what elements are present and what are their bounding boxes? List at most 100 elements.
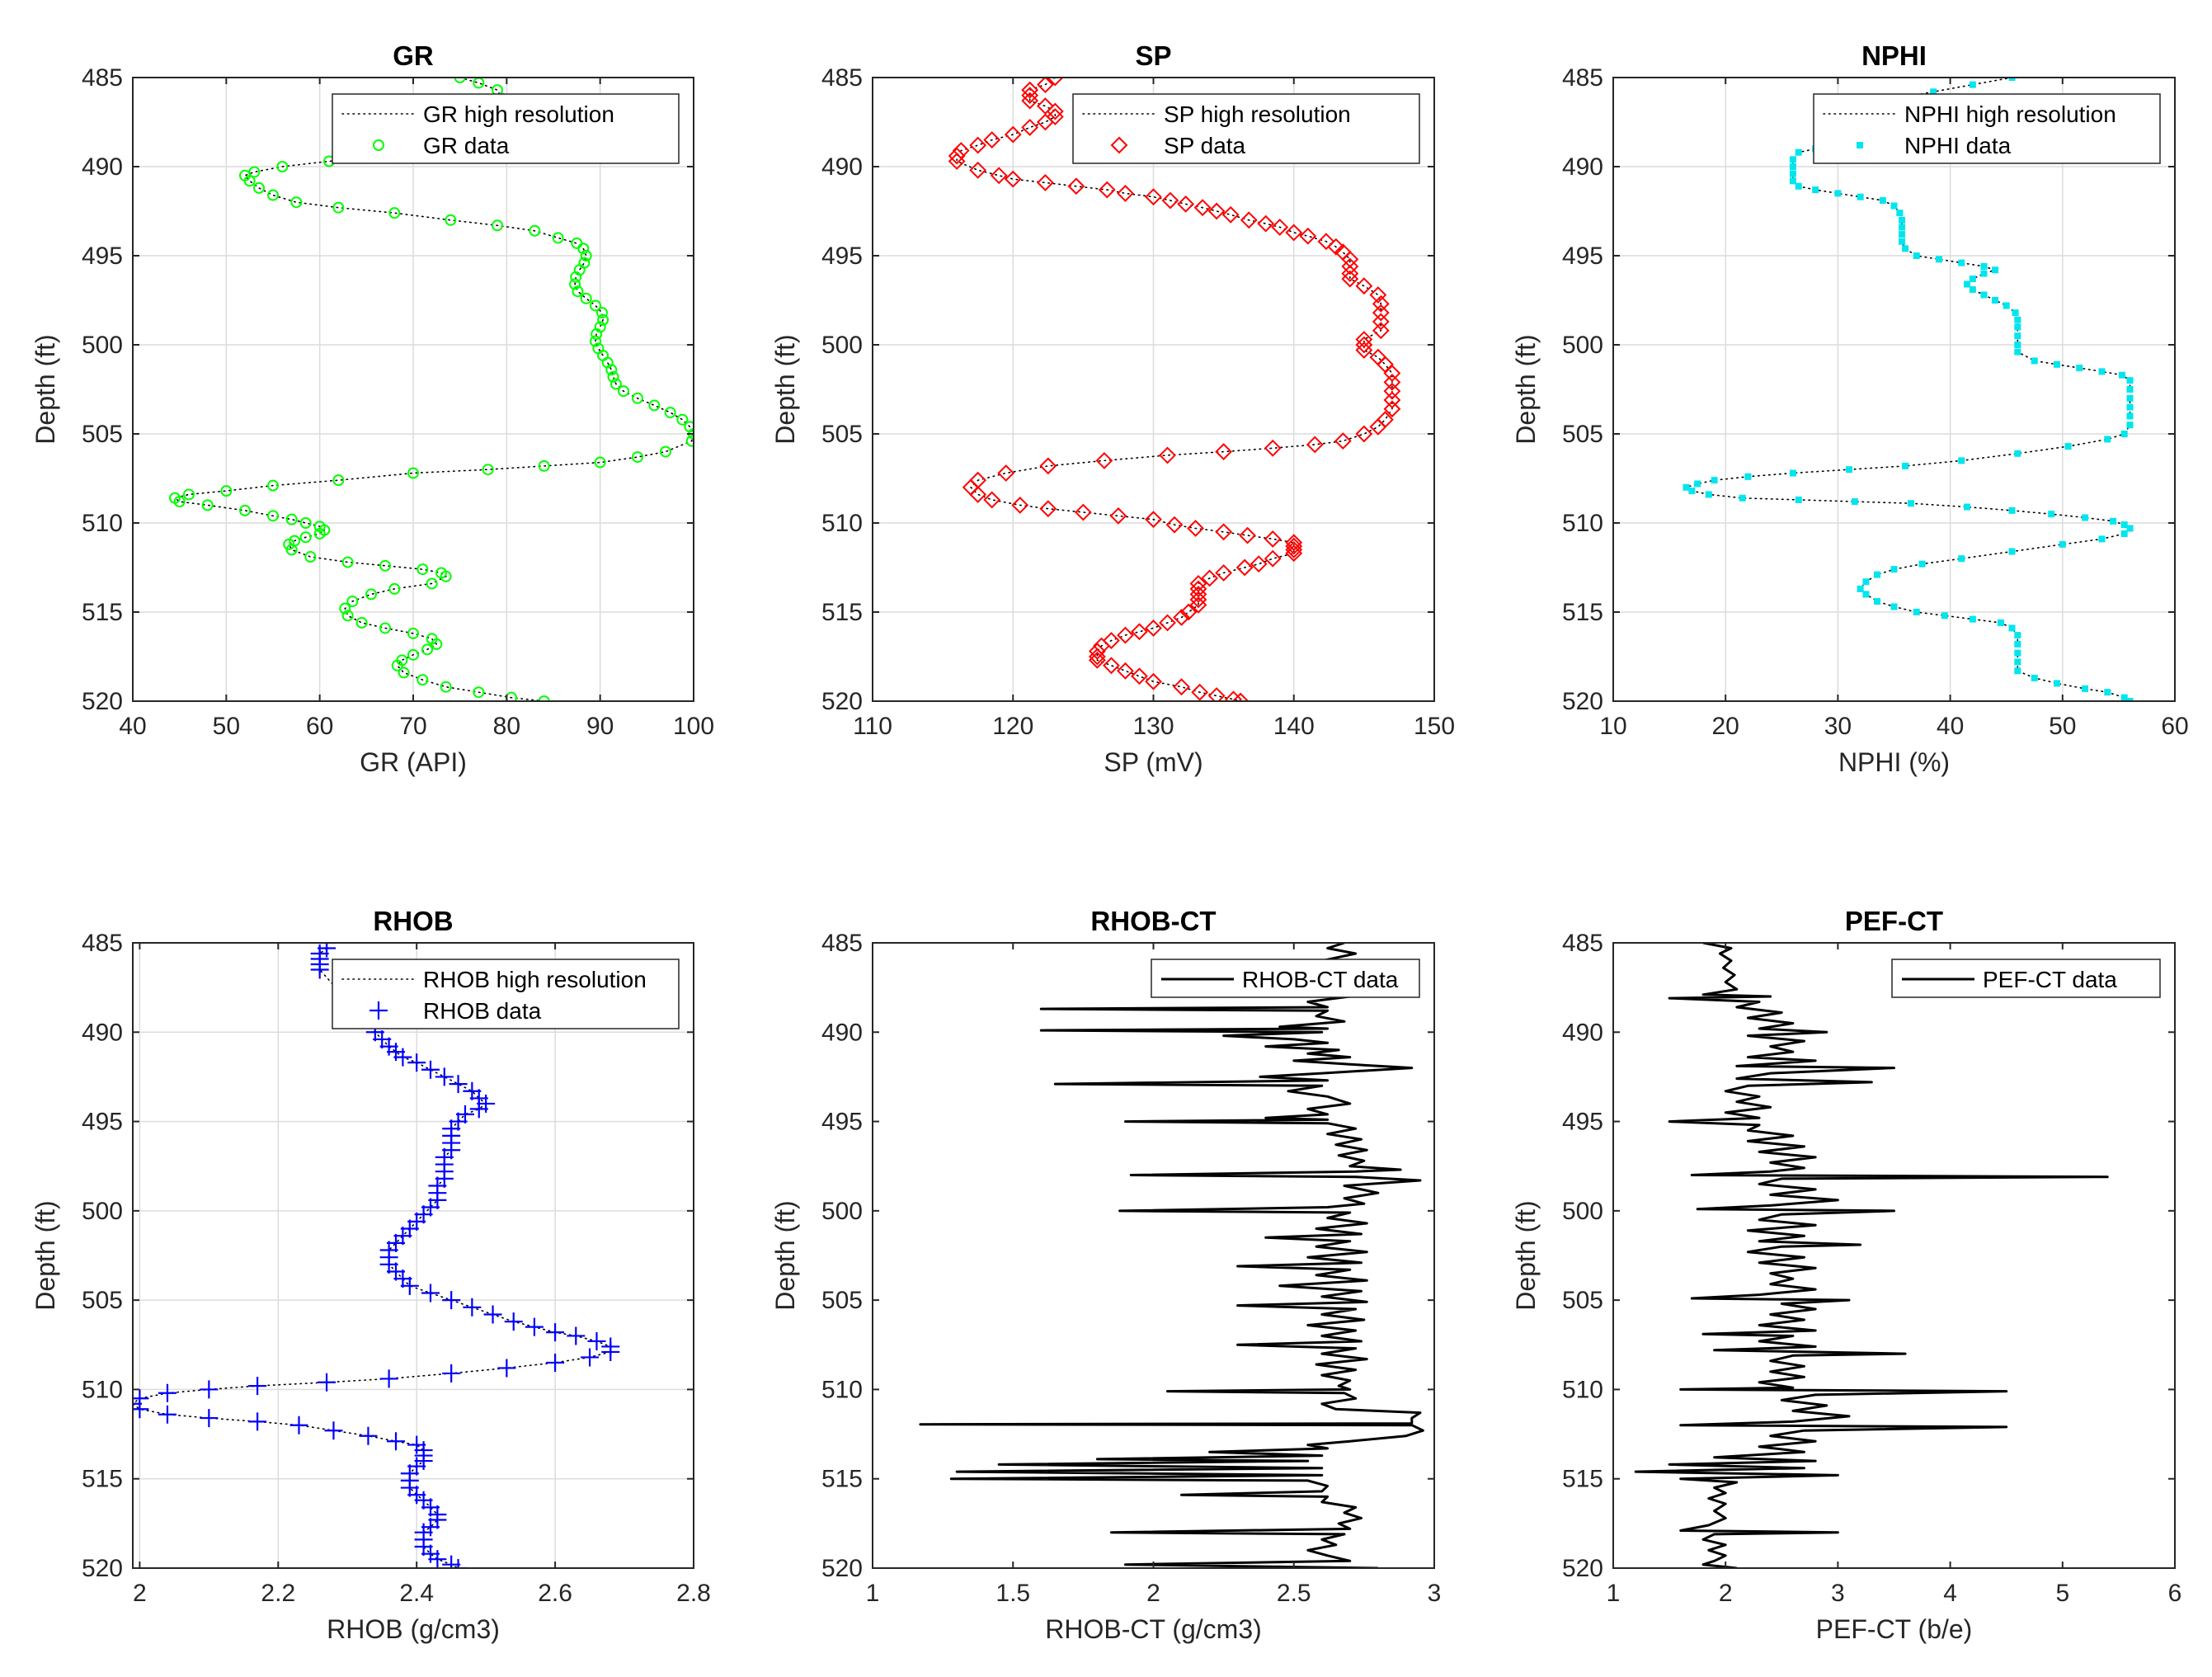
axes-frame — [1612, 77, 2176, 702]
data-point-85 — [1857, 585, 1864, 592]
y-tick-label-5: 510 — [82, 1376, 123, 1403]
data-point-58 — [442, 1364, 461, 1383]
legend: PEF-CT data — [1891, 959, 2161, 998]
legend-label-1: GR data — [423, 133, 510, 158]
legend-box — [1813, 93, 2161, 164]
data-point-63 — [201, 499, 214, 511]
data-point-86 — [341, 610, 354, 622]
data-point-81 — [1918, 560, 1926, 568]
data-point-81 — [1264, 530, 1282, 548]
y-tick-label-6: 515 — [82, 599, 123, 626]
y-tick-label-2: 495 — [1562, 243, 1603, 270]
data-point-8 — [1036, 113, 1054, 131]
data-point-67 — [158, 1405, 176, 1424]
y-tick-label-6: 515 — [1562, 599, 1603, 626]
data-point-7 — [1789, 163, 1796, 170]
data-point-1 — [1969, 81, 1976, 88]
data-point-43 — [2098, 368, 2106, 375]
data-point-84 — [1862, 578, 1870, 586]
y-tick-label-6: 515 — [821, 1466, 863, 1493]
data-point-76 — [341, 556, 354, 568]
data-point-99 — [2031, 674, 2038, 681]
legend-label-1: SP data — [1164, 133, 1246, 158]
y-axis-label: Depth (ft) — [31, 1200, 60, 1310]
x-axis-label: RHOB-CT (g/cm3) — [1045, 1614, 1262, 1644]
data-point-88 — [379, 622, 391, 634]
data-point-47 — [2126, 394, 2134, 402]
data-point-74 — [1074, 503, 1092, 521]
legend: RHOB high resolution RHOB data — [332, 959, 680, 1029]
data-point-112 — [1191, 683, 1209, 701]
data-point-27 — [1207, 202, 1226, 220]
data-point-91 — [1969, 615, 1976, 623]
y-tick-label-4: 505 — [1562, 421, 1603, 448]
x-tick-label-1: 2 — [1719, 1580, 1733, 1607]
data-point-77 — [379, 559, 391, 572]
data-point-93 — [2008, 624, 2016, 632]
x-tick-label-2: 60 — [306, 713, 333, 740]
data-point-93 — [1189, 585, 1207, 603]
data-point-56 — [1902, 462, 1909, 469]
data-point-21 — [1098, 181, 1116, 199]
data-point-61 — [248, 1377, 267, 1396]
chart-title: PEF-CT — [1845, 906, 1943, 936]
data-point-20 — [529, 224, 541, 237]
data-point-53 — [594, 456, 606, 469]
legend-label-0: SP high resolution — [1164, 101, 1351, 127]
data-point-59 — [379, 1369, 398, 1388]
data-point-18 — [1899, 224, 1906, 231]
data-point-legend — [369, 1001, 388, 1020]
data-point-29 — [1240, 211, 1258, 229]
data-point-79 — [1215, 523, 1233, 541]
x-axis-label: RHOB (g/cm3) — [327, 1614, 500, 1644]
legend: NPHI high resolution NPHI data — [1813, 93, 2161, 164]
data-point-32 — [1992, 297, 1999, 304]
data-point-89 — [1913, 609, 1920, 615]
data-point-33 — [2003, 302, 2010, 309]
data-layer — [919, 943, 1424, 1568]
data-point-86 — [1264, 549, 1282, 568]
plot-area — [133, 943, 694, 1568]
data-point-110 — [1145, 672, 1162, 690]
data-point-22 — [1117, 184, 1134, 202]
data-point-109 — [1131, 667, 1148, 685]
data-point-66 — [1039, 457, 1057, 475]
data-point-2 — [1021, 81, 1039, 99]
x-tick-label-2: 2 — [1146, 1580, 1160, 1607]
legend-box — [1072, 93, 1420, 164]
x-tick-label-3: 2.6 — [538, 1580, 572, 1607]
data-point-38 — [1341, 257, 1359, 276]
data-point-28 — [569, 278, 581, 290]
y-tick-label-4: 505 — [821, 1287, 863, 1314]
data-point-26 — [1992, 266, 1999, 274]
data-point-25 — [1980, 262, 1988, 270]
data-point-5 — [1795, 148, 1802, 156]
data-point-60 — [183, 488, 195, 501]
x-tick-label-0: 10 — [1599, 713, 1626, 740]
data-point-27 — [1980, 270, 1988, 277]
data-point-45 — [648, 399, 661, 412]
data-point-75 — [304, 551, 317, 563]
y-tick-label-2: 495 — [1562, 1109, 1603, 1136]
y-tick-label-3: 500 — [821, 332, 863, 359]
data-point-74 — [2120, 521, 2128, 529]
data-point-41 — [2053, 360, 2060, 368]
legend-label-0: NPHI high resolution — [1904, 101, 2116, 127]
chart-panel-rhob-ct: 1 1.5 2 2.5 3 485 490 495 500 505 510 515 520 RHOB-CT… — [770, 906, 1441, 1644]
data-point-47 — [1355, 331, 1373, 348]
data-point-54 — [538, 459, 550, 472]
data-point-81 — [426, 577, 438, 590]
y-tick-label-5: 510 — [821, 1376, 863, 1403]
data-point-102 — [2104, 689, 2111, 696]
x-tick-label-5: 90 — [586, 713, 614, 740]
data-point-42 — [609, 378, 622, 390]
data-point-57 — [332, 474, 345, 487]
data-point-37 — [2014, 332, 2021, 340]
data-point-14 — [1879, 197, 1886, 205]
data-point-52 — [2104, 436, 2111, 443]
y-tick-label-4: 505 — [821, 421, 863, 448]
data-point-40 — [1341, 270, 1359, 288]
axes-frame — [132, 942, 694, 1569]
data-point-50 — [2126, 422, 2134, 429]
plot-area — [1613, 943, 2175, 1568]
